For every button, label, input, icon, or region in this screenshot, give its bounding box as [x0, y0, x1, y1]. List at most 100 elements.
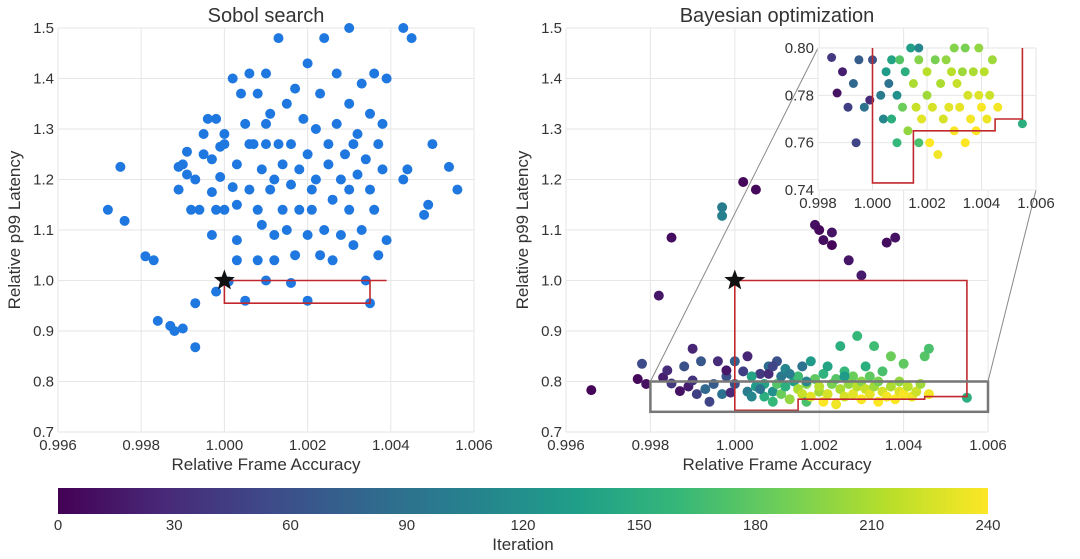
data-point [310, 124, 321, 134]
data-point [306, 184, 317, 195]
data-point [767, 396, 778, 407]
y-tick-label: 0.7 [541, 424, 562, 441]
data-point [826, 227, 837, 238]
data-point [344, 98, 355, 109]
data-point [814, 381, 825, 392]
data-point [248, 139, 259, 150]
data-point [373, 139, 384, 150]
y-axis-label: Relative p99 Latency [513, 150, 532, 309]
data-point [852, 331, 863, 341]
data-point [269, 230, 280, 240]
data-point [818, 235, 829, 246]
x-tick-label: 1.002 [289, 437, 327, 454]
colorbar-tick-label: 0 [54, 517, 62, 534]
data-point [923, 343, 934, 354]
data-point [721, 365, 732, 376]
data-point [256, 219, 267, 230]
y-tick-label: 0.9 [33, 323, 54, 340]
data-point [873, 396, 884, 407]
data-point [227, 182, 238, 193]
data-point [822, 389, 833, 400]
inset-data-point [854, 55, 864, 65]
inset-data-point [955, 102, 965, 112]
data-point [780, 381, 791, 392]
inset-data-point [963, 90, 973, 100]
data-point [373, 250, 384, 261]
inset-data-point [922, 67, 932, 77]
data-point [793, 371, 804, 382]
data-point [679, 361, 690, 372]
data-point [206, 230, 217, 240]
zoom-inset: 0.998 1.000 1.002 1.004 1.006 0.74 0.76 0.78 0.8… [785, 40, 1055, 212]
data-point [641, 379, 652, 389]
sobol-search-panel: 0.996 0.998 1.000 1.002 1.004 1.006 0.7 0.8 0.9 1… [5, 5, 493, 474]
data-point [444, 161, 454, 172]
data-point [286, 139, 296, 150]
data-point [227, 73, 238, 84]
data-point [273, 139, 284, 150]
inset-data-point [960, 138, 970, 148]
data-point [835, 384, 846, 395]
data-point [294, 204, 305, 215]
data-point [356, 78, 367, 89]
data-point [742, 351, 753, 362]
inset-data-point [979, 67, 989, 77]
inset-data-point [892, 90, 902, 100]
data-point [776, 389, 787, 400]
data-point [269, 255, 280, 266]
inset-data-point [832, 88, 842, 98]
inset-data-point [1017, 119, 1027, 129]
inset-data-point [993, 102, 1003, 112]
inset-data-point [957, 67, 967, 77]
data-point [712, 356, 723, 367]
data-point [666, 378, 677, 389]
data-point [198, 129, 209, 139]
inset-data-point [966, 114, 976, 124]
data-point [365, 108, 375, 119]
data-point [302, 58, 313, 69]
data-point [240, 118, 251, 129]
data-point [704, 396, 715, 407]
x-tick-label: 1.000 [716, 437, 754, 454]
data-point [738, 366, 749, 377]
data-point [315, 250, 326, 261]
x-tick-label: 0.996 [39, 437, 77, 454]
data-point [331, 68, 342, 79]
data-point [717, 210, 728, 221]
y-tick-label: 1.0 [541, 273, 562, 290]
inset-data-point [914, 138, 924, 148]
data-point [822, 361, 833, 372]
inset-y-tick-label: 0.78 [785, 87, 814, 104]
data-point [215, 172, 226, 182]
data-point [252, 255, 263, 266]
data-point [331, 118, 342, 129]
inset-x-tick-label: 1.002 [908, 195, 946, 212]
data-point [885, 381, 896, 392]
inset-data-point [843, 102, 853, 112]
data-point [848, 389, 858, 400]
data-point [182, 169, 192, 180]
inset-data-point [851, 138, 861, 148]
data-point [327, 194, 338, 205]
data-point [696, 356, 706, 367]
data-point [286, 278, 296, 288]
data-point [231, 199, 242, 210]
data-point [662, 365, 673, 376]
y-tick-label: 0.7 [33, 424, 54, 441]
data-point [784, 368, 795, 379]
data-point [427, 139, 438, 150]
inset-data-point [895, 55, 905, 65]
data-point [281, 98, 292, 109]
data-point [839, 391, 850, 402]
data-point [206, 187, 217, 198]
data-point [344, 184, 355, 195]
data-point [746, 391, 757, 402]
inset-data-point [922, 90, 932, 100]
data-point [687, 343, 698, 354]
inset-data-point [974, 90, 984, 100]
data-point [261, 68, 271, 79]
baseline-star-marker [724, 269, 746, 290]
inset-data-point [906, 43, 916, 53]
y-tick-label: 1.1 [33, 222, 54, 239]
data-point [717, 389, 728, 400]
